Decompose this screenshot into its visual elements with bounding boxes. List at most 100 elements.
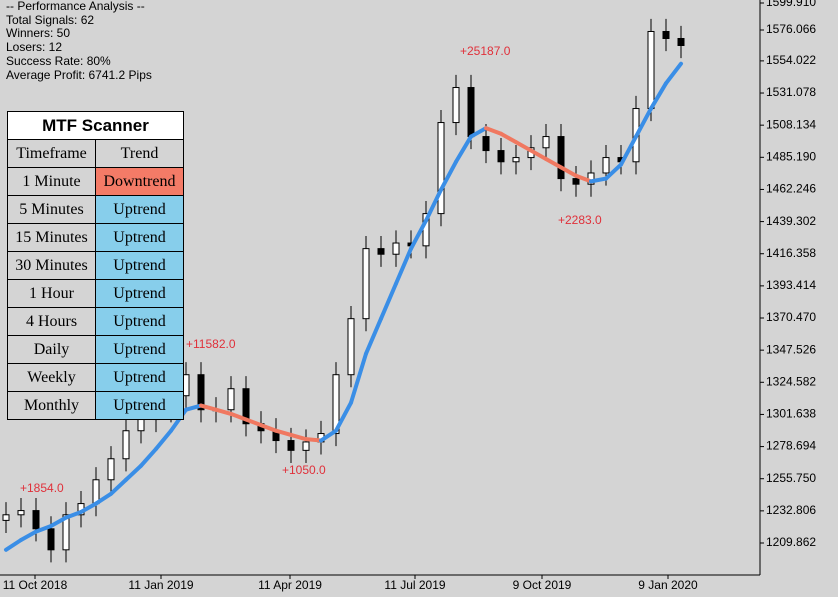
timeframe: Weekly [7,363,96,392]
scanner-title: MTF Scanner [7,111,184,140]
ma-segment [349,351,368,405]
ma-segment [49,515,68,528]
candle [107,458,115,481]
ma-segment [274,428,293,437]
trend: Uptrend [95,251,184,280]
date-label: 11 Jul 2019 [384,578,445,592]
timeframe: 4 Hours [7,307,96,336]
candle [512,157,520,163]
scanner-row: 4 Hours Uptrend [7,307,184,336]
ma-segment [664,61,683,86]
performance-line: Success Rate: 80% [6,53,111,68]
profit-annotation: +2283.0 [558,213,602,227]
candle [137,419,145,432]
price-label: 1347.526 [766,342,816,356]
candle [17,510,25,516]
candle [2,514,10,521]
performance-line: Losers: 12 [6,40,63,55]
trend: Uptrend [95,279,184,308]
profit-annotation: +11582.0 [186,337,236,351]
ma-segment [379,281,398,321]
ma-segment [34,523,53,534]
price-label: 1508.134 [766,117,816,131]
scanner-row: 1 Minute Downtrend [7,167,184,196]
candle [542,136,550,149]
performance-line: Total Signals: 62 [6,12,95,27]
ma-segment [634,106,653,139]
ma-segment [319,428,338,443]
price-label: 1531.078 [766,85,816,99]
ma-segment [334,400,353,433]
ma-segment [454,134,473,164]
date-label: 11 Oct 2018 [3,578,68,592]
ma-segment [79,501,98,514]
ma-segment [199,403,218,412]
candle [122,430,130,460]
scanner-row: Weekly Uptrend [7,363,184,392]
ma-segment [4,538,23,552]
ma-segment [574,173,593,184]
ma-segment [244,417,263,428]
ma-segment [94,491,113,506]
date-label: 9 Oct 2019 [513,578,572,592]
ma-segment [604,162,623,181]
price-label: 1439.302 [766,214,816,228]
trend: Uptrend [95,307,184,336]
scanner-row: 30 Minutes Uptrend [7,251,184,280]
candle [62,514,70,551]
ma-segment [64,509,83,520]
ma-segment [154,428,173,451]
scanner-row: Daily Uptrend [7,335,184,364]
performance-panel: -- Performance Analysis -- Total Signals:… [6,0,152,82]
timeframe: 30 Minutes [7,251,96,280]
trend: Uptrend [95,223,184,252]
ma-segment [649,81,668,111]
ma-segment [559,165,578,178]
price-label: 1599.910 [766,0,816,9]
timeframe: 1 Hour [7,279,96,308]
date-label: 9 Jan 2020 [638,578,698,592]
ma-segment [589,176,608,184]
candle [362,248,370,320]
ma-segment [169,407,188,433]
price-label: 1370.470 [766,310,816,324]
candle [572,178,580,185]
scanner-header: Timeframe [7,139,96,168]
ma-segment [259,423,278,433]
ma-segment [124,463,143,482]
candle [452,87,460,124]
mtf-scanner: MTF Scanner Timeframe Trend 1 Minute Downtr… [7,111,184,420]
ma-segment [289,432,308,442]
price-label: 1278.694 [766,439,816,453]
scanner-header-row: Timeframe Trend [7,139,184,168]
candle [662,30,670,39]
ma-segment [544,156,563,170]
candle [677,37,685,47]
candle [32,510,40,530]
price-label: 1485.190 [766,149,816,163]
scanner-row: 5 Minutes Uptrend [7,195,184,224]
candle [287,440,295,451]
candle [557,136,565,180]
timeframe: 5 Minutes [7,195,96,224]
ma-segment [439,159,458,192]
candle [392,242,400,255]
candle [332,374,340,435]
timeframe: 15 Minutes [7,223,96,252]
ma-segment [184,403,203,412]
scanner-row: 1 Hour Uptrend [7,279,184,308]
price-label: 1462.246 [766,182,816,196]
trend: Uptrend [95,363,184,392]
performance-line: -- Performance Analysis -- [6,0,145,13]
candle [482,136,490,152]
ma-segment [304,437,323,443]
timeframe: Monthly [7,391,96,420]
price-label: 1255.750 [766,471,816,485]
ma-segment [409,218,428,251]
candle [377,248,385,255]
price-label: 1209.862 [766,535,816,549]
candle [467,87,475,138]
candle [47,528,55,551]
candle [302,441,310,451]
